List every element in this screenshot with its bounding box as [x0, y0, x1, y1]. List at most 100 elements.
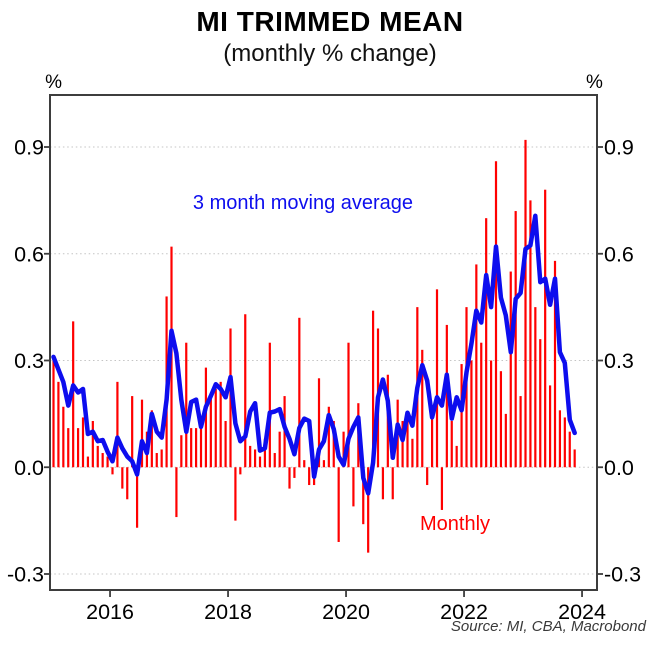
y-axis-label-right: 0.3: [604, 349, 634, 373]
monthly-bar: [288, 467, 291, 489]
monthly-bar: [180, 435, 183, 468]
monthly-bar: [519, 396, 522, 468]
y-axis-label-left: 0.9: [14, 136, 44, 160]
monthly-bar: [460, 364, 463, 468]
monthly-bar: [204, 367, 208, 468]
monthly-bar: [234, 467, 237, 521]
monthly-bar: [298, 317, 301, 468]
moving-average-line: [51, 213, 577, 496]
monthly-bar: [190, 428, 193, 468]
monthly-bar: [81, 417, 85, 468]
monthly-bar: [263, 438, 267, 468]
monthly-bar: [558, 410, 562, 468]
monthly-bar: [199, 424, 203, 468]
monthly-bar: [219, 381, 222, 468]
monthly-bar: [214, 388, 217, 468]
monthly-bar: [445, 324, 448, 468]
x-axis-label: 2018: [204, 600, 252, 624]
monthly-bar: [224, 420, 227, 468]
monthly-bar: [548, 385, 552, 468]
monthly-bar: [52, 356, 55, 468]
monthly-bar: [175, 467, 178, 518]
monthly-bar: [430, 417, 434, 468]
monthly-bar: [485, 218, 488, 468]
monthly-bar: [435, 289, 439, 468]
monthly-bar: [411, 438, 414, 468]
monthly-bar: [253, 449, 257, 468]
monthly-bar: [111, 467, 114, 475]
monthly-bar: [524, 139, 527, 468]
monthly-bar: [406, 417, 409, 468]
monthly-bar: [534, 307, 537, 468]
x-axis-label: 2020: [322, 600, 370, 624]
source-credit: Source: MI, CBA, Macrobond: [450, 618, 646, 635]
monthly-bar: [450, 420, 453, 468]
monthly-bar: [106, 456, 109, 468]
monthly-bar: [135, 467, 139, 528]
monthly-bar: [347, 342, 350, 468]
monthly-bar: [504, 413, 507, 468]
monthly-bar: [67, 428, 70, 468]
monthly-bar: [475, 264, 478, 468]
monthly-label: Monthly: [419, 513, 491, 535]
monthly-bar: [391, 467, 394, 500]
monthly-bar: [317, 378, 321, 468]
monthly-bar: [489, 360, 493, 468]
monthly-bar: [337, 467, 340, 542]
monthly-bar: [209, 396, 212, 468]
monthly-bar: [194, 428, 198, 468]
x-axis-label: 2016: [86, 600, 134, 624]
monthly-bar: [553, 260, 557, 468]
monthly-bar: [268, 342, 271, 468]
monthly-bar: [573, 449, 576, 468]
monthly-bar: [76, 428, 80, 468]
monthly-bar: [529, 200, 532, 468]
monthly-bar: [421, 349, 424, 468]
monthly-bar: [426, 467, 429, 486]
y-axis-label-left: 0.6: [14, 242, 44, 266]
chart-title: MI TRIMMED MEAN: [196, 6, 464, 37]
y-axis-label-left: 0.0: [14, 456, 44, 480]
monthly-bar: [352, 467, 355, 507]
monthly-bar: [308, 467, 311, 486]
monthly-bar: [126, 467, 129, 500]
monthly-bar: [62, 406, 65, 468]
x-axis-label: 2024: [558, 600, 606, 624]
monthly-bar: [563, 417, 566, 468]
monthly-bar: [509, 271, 512, 468]
y-axis-label-left: -0.3: [7, 562, 44, 586]
y-axis-label-right: 0.9: [604, 136, 634, 160]
monthly-bar: [327, 406, 330, 468]
monthly-bar: [258, 456, 262, 468]
monthly-bar: [185, 342, 188, 468]
monthly-bar: [371, 310, 375, 468]
monthly-bar: [131, 396, 134, 468]
monthly-bar: [367, 467, 370, 553]
monthly-bar: [303, 460, 306, 468]
chart-subtitle: (monthly % change): [223, 40, 437, 67]
y-axis-unit-right: %: [586, 72, 603, 93]
x-axis-label: 2022: [440, 600, 488, 624]
monthly-bar: [150, 410, 153, 468]
y-axis-unit-left: %: [45, 72, 62, 93]
monthly-bar: [273, 453, 276, 468]
monthly-bar: [57, 381, 60, 468]
y-axis-label-right: -0.3: [604, 562, 641, 586]
y-axis-label-right: 0.6: [604, 242, 634, 266]
monthly-bar: [401, 420, 404, 468]
monthly-bar: [470, 360, 473, 468]
monthly-bar: [568, 431, 571, 468]
monthly-bar: [239, 467, 242, 475]
monthly-bar: [140, 399, 144, 468]
monthly-bar: [539, 339, 542, 468]
monthly-bar: [494, 161, 498, 468]
monthly-bar: [480, 342, 483, 468]
monthly-bar: [155, 453, 158, 468]
monthly-bar: [96, 445, 99, 468]
monthly-bar: [86, 456, 90, 468]
monthly-bar: [244, 314, 247, 468]
monthly-bar: [332, 420, 335, 468]
moving-average-label: 3 month moving average: [192, 192, 414, 214]
